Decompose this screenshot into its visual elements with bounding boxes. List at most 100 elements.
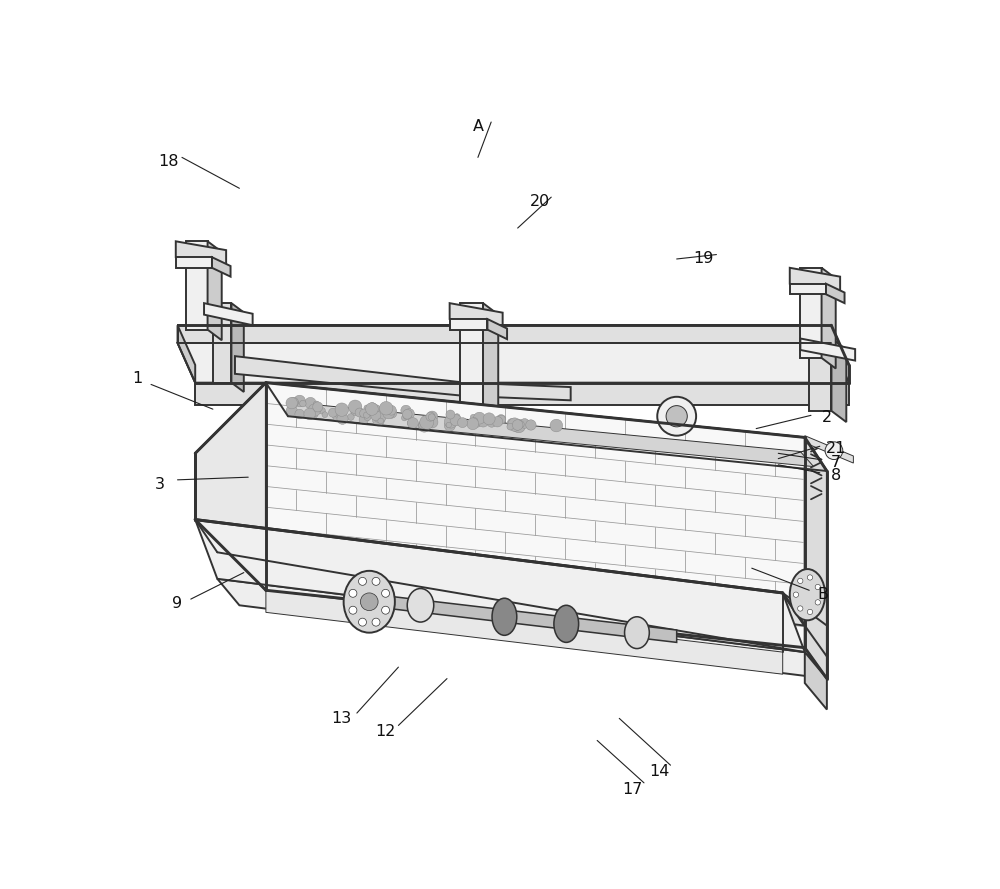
Circle shape — [372, 577, 380, 585]
Circle shape — [528, 420, 534, 427]
Polygon shape — [176, 257, 212, 268]
Polygon shape — [826, 284, 845, 303]
Polygon shape — [460, 303, 483, 404]
Polygon shape — [460, 382, 482, 404]
Polygon shape — [235, 356, 465, 396]
Polygon shape — [195, 382, 266, 590]
Circle shape — [512, 420, 523, 430]
Polygon shape — [483, 303, 498, 416]
Polygon shape — [792, 446, 814, 581]
Circle shape — [308, 404, 321, 416]
Circle shape — [657, 396, 696, 436]
Circle shape — [368, 403, 377, 412]
Circle shape — [361, 412, 371, 421]
Circle shape — [304, 408, 315, 420]
Circle shape — [334, 411, 340, 417]
Circle shape — [378, 418, 384, 424]
Circle shape — [359, 415, 368, 424]
Polygon shape — [231, 303, 244, 392]
Polygon shape — [790, 284, 826, 294]
Circle shape — [496, 414, 506, 424]
Text: 12: 12 — [375, 725, 395, 739]
Circle shape — [407, 420, 413, 426]
Text: 2: 2 — [822, 411, 832, 426]
Circle shape — [337, 413, 348, 424]
Polygon shape — [186, 241, 208, 330]
Circle shape — [444, 415, 457, 428]
Text: 3: 3 — [155, 477, 165, 492]
Polygon shape — [204, 303, 253, 325]
Circle shape — [355, 408, 364, 417]
Circle shape — [386, 405, 396, 415]
Circle shape — [793, 592, 799, 597]
Circle shape — [364, 412, 370, 418]
Polygon shape — [195, 519, 805, 653]
Circle shape — [379, 402, 393, 415]
Circle shape — [507, 419, 516, 428]
Ellipse shape — [554, 605, 579, 643]
Circle shape — [508, 418, 521, 431]
Circle shape — [373, 410, 386, 423]
Polygon shape — [266, 590, 783, 674]
Text: 7: 7 — [831, 454, 841, 469]
Polygon shape — [176, 241, 226, 266]
Polygon shape — [212, 257, 231, 276]
Circle shape — [474, 420, 481, 427]
Polygon shape — [809, 339, 831, 411]
Circle shape — [478, 416, 489, 427]
Circle shape — [798, 605, 803, 611]
Circle shape — [401, 415, 407, 420]
Circle shape — [426, 416, 438, 428]
Circle shape — [428, 413, 435, 420]
Text: 1: 1 — [133, 371, 143, 386]
Polygon shape — [790, 268, 840, 292]
Circle shape — [372, 618, 380, 626]
Ellipse shape — [344, 571, 395, 633]
Text: 17: 17 — [622, 781, 643, 797]
Polygon shape — [270, 396, 814, 564]
Text: 19: 19 — [693, 252, 713, 267]
Polygon shape — [288, 402, 814, 467]
Ellipse shape — [790, 569, 825, 621]
Circle shape — [403, 411, 411, 420]
Circle shape — [386, 408, 397, 418]
Circle shape — [427, 411, 438, 422]
Circle shape — [402, 410, 412, 419]
Polygon shape — [266, 382, 805, 648]
Circle shape — [450, 414, 461, 426]
Circle shape — [373, 404, 380, 412]
Circle shape — [335, 403, 348, 416]
Polygon shape — [376, 595, 677, 643]
Polygon shape — [831, 339, 846, 422]
Text: 21: 21 — [826, 442, 846, 456]
Circle shape — [467, 418, 479, 429]
Circle shape — [348, 413, 354, 420]
Text: B: B — [817, 588, 828, 602]
Polygon shape — [805, 653, 827, 709]
Circle shape — [371, 410, 381, 420]
Circle shape — [292, 399, 298, 406]
Circle shape — [420, 415, 434, 429]
Circle shape — [666, 405, 687, 427]
Polygon shape — [213, 303, 231, 382]
Polygon shape — [195, 382, 849, 404]
Circle shape — [497, 415, 506, 424]
Circle shape — [313, 402, 323, 412]
Circle shape — [526, 420, 536, 430]
Circle shape — [825, 442, 843, 460]
Circle shape — [349, 589, 357, 597]
Circle shape — [807, 609, 813, 614]
Ellipse shape — [625, 617, 649, 649]
Circle shape — [286, 405, 297, 416]
Polygon shape — [178, 325, 831, 343]
Circle shape — [382, 606, 390, 614]
Polygon shape — [822, 268, 836, 369]
Text: 9: 9 — [172, 596, 183, 611]
Circle shape — [359, 577, 366, 585]
Circle shape — [798, 578, 803, 583]
Circle shape — [333, 412, 342, 421]
Circle shape — [348, 400, 362, 413]
Circle shape — [454, 413, 460, 420]
Circle shape — [444, 420, 455, 431]
Text: 8: 8 — [831, 468, 841, 483]
